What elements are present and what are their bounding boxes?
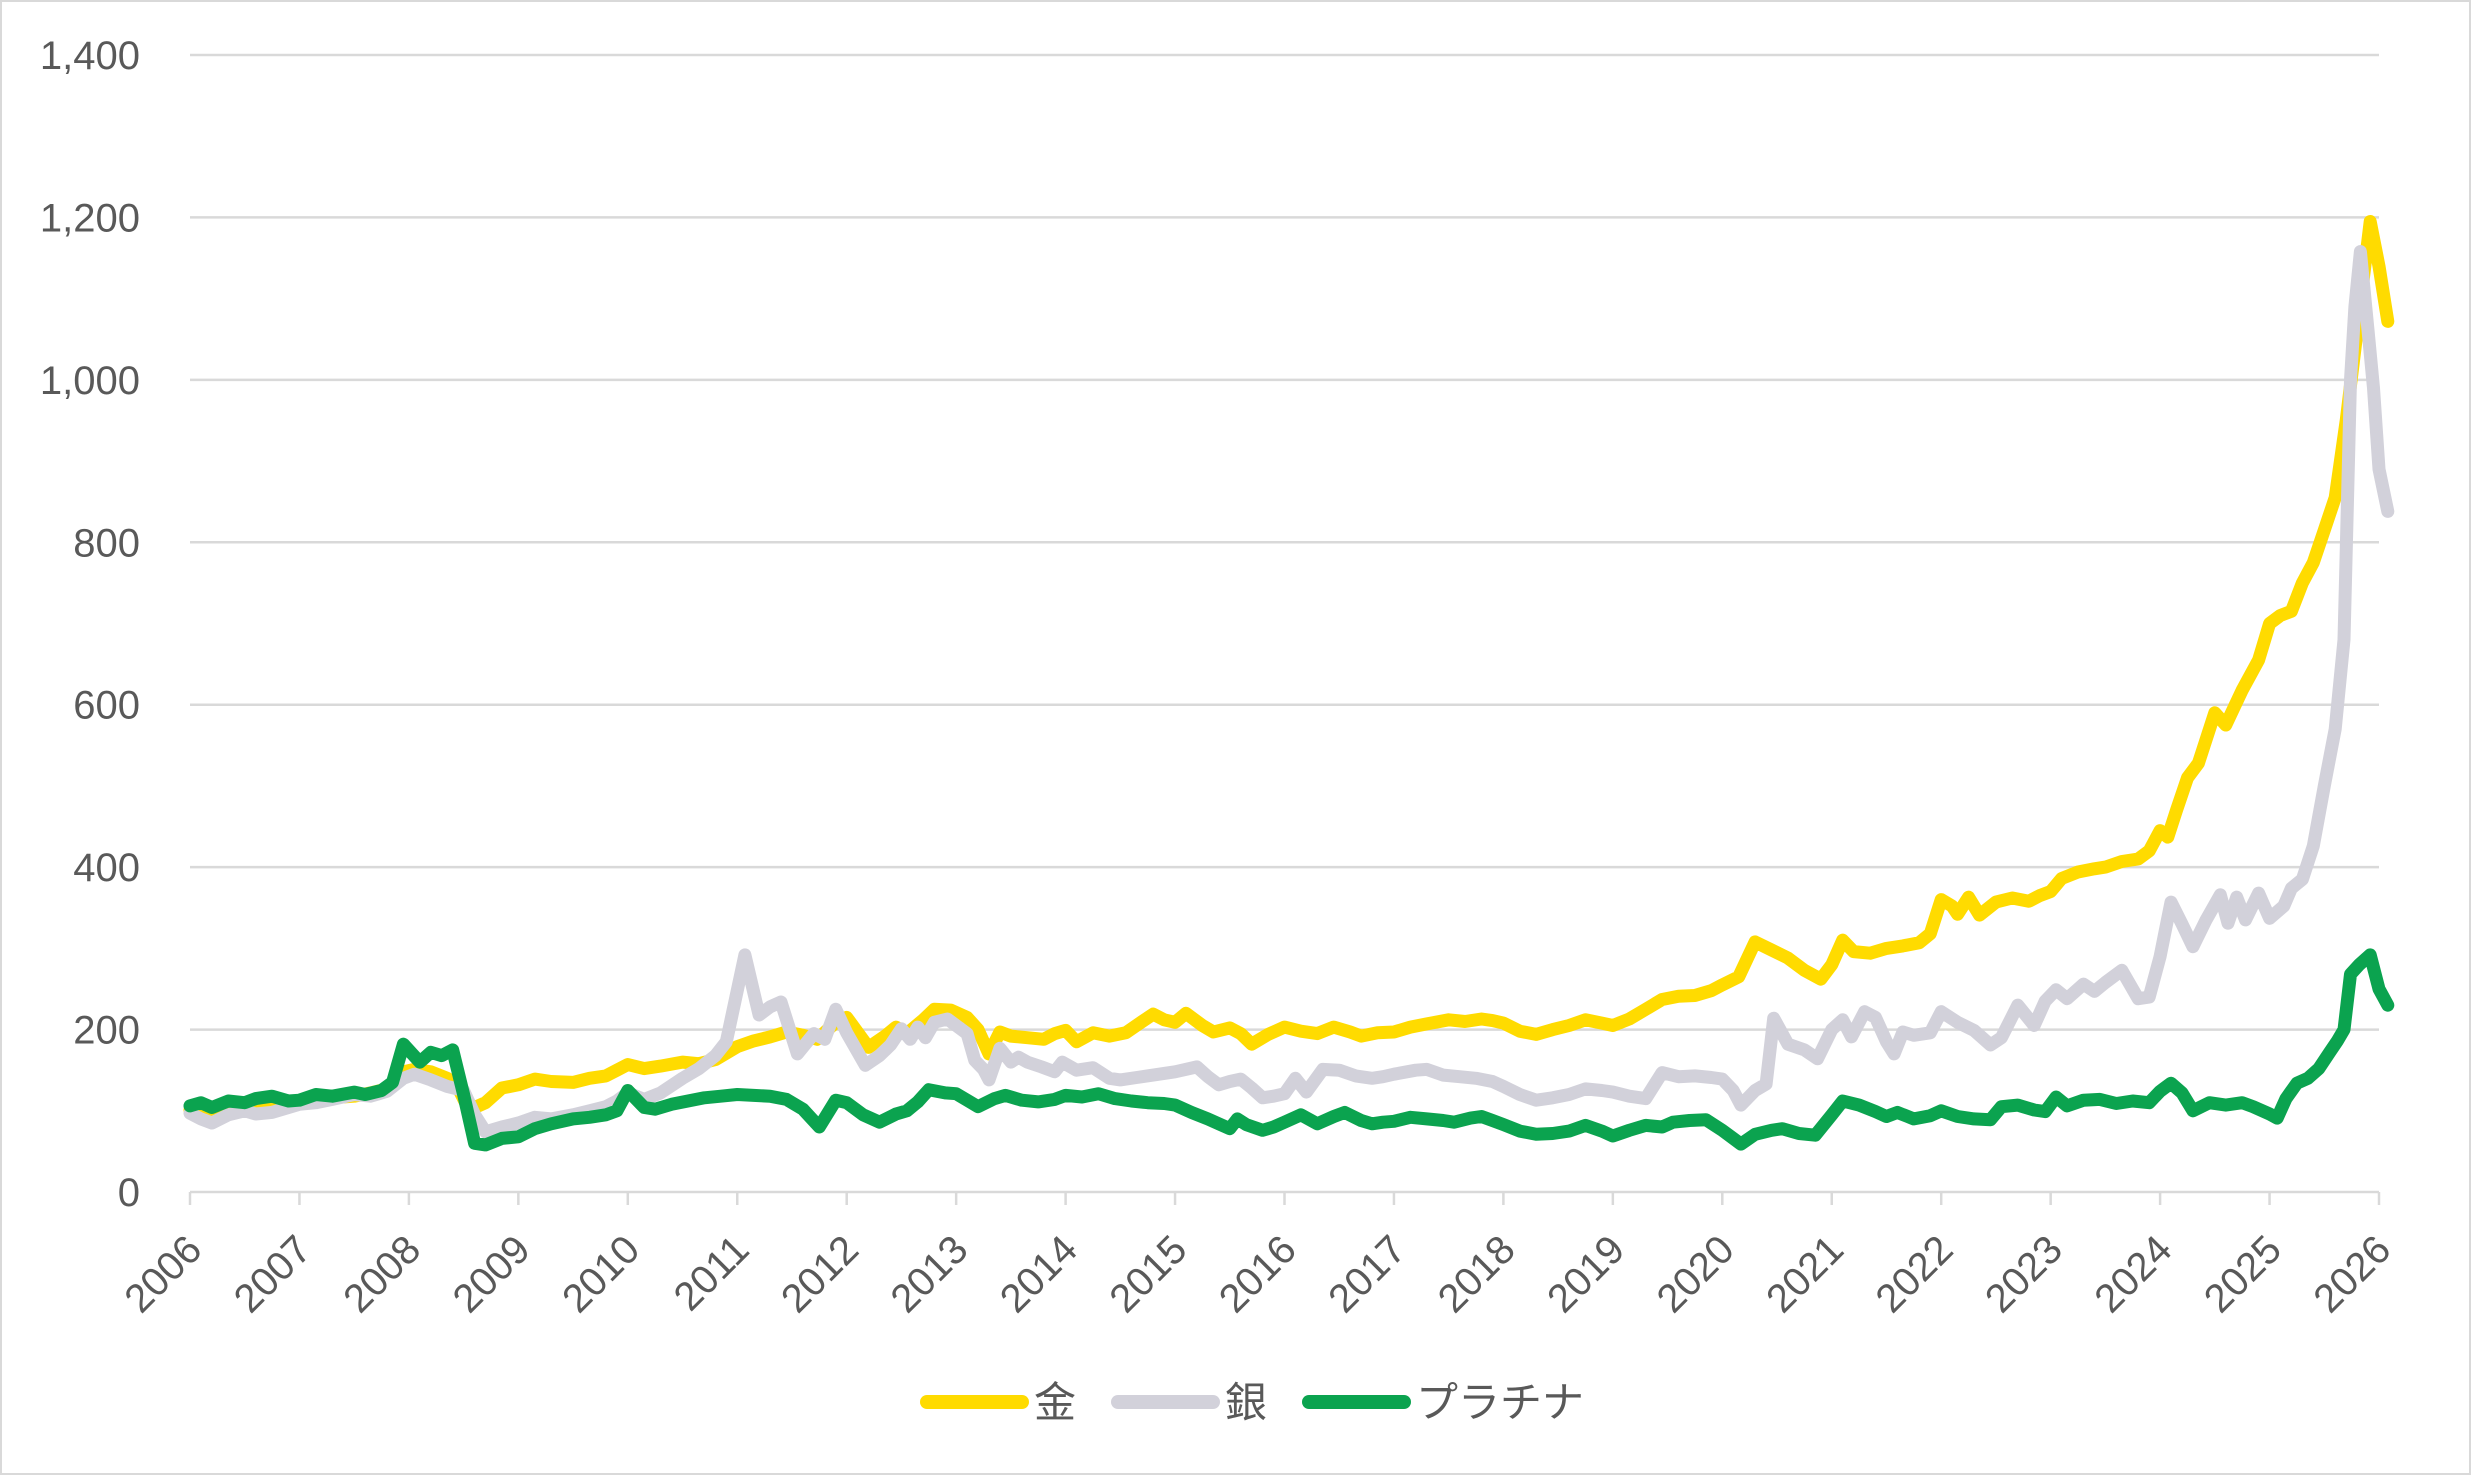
y-axis-label-600: 600 (73, 684, 140, 728)
y-axis-label-1,400: 1,400 (40, 34, 140, 78)
legend-item-金: 金 (920, 1379, 1076, 1426)
x-axis-label-2010: 2010 (554, 1227, 648, 1321)
x-axis-label-2018: 2018 (1430, 1227, 1524, 1321)
x-axis-labels: 2006 2007 2008 2009 2010 2011 2012 2013 2014 2015… (116, 1227, 2399, 1321)
x-axis-label-2011: 2011 (666, 1227, 758, 1319)
y-axis-label-1,000: 1,000 (40, 359, 140, 403)
x-axis-label-2014: 2014 (992, 1227, 1086, 1321)
series-line-1-銀 (183, 245, 2395, 1139)
x-axis-label-2019: 2019 (1539, 1227, 1633, 1321)
legend-item-プラチナ: プラチナ (1302, 1379, 1584, 1426)
x-axis-label-2020: 2020 (1649, 1227, 1743, 1321)
gridlines (190, 53, 2379, 1194)
x-axis-label-2017: 2017 (1320, 1227, 1414, 1321)
legend: 金 銀 プラチナ (920, 1379, 1584, 1426)
y-axis-label-400: 400 (73, 846, 140, 890)
y-axis-labels: 0 200 400 600 800 1,000 1,200 1,400 (40, 34, 140, 1215)
x-axis-label-2016: 2016 (1211, 1227, 1305, 1321)
legend-label-金: 金 (1034, 1379, 1076, 1426)
y-axis-label-800: 800 (73, 521, 140, 565)
data-series (183, 215, 2395, 1152)
legend-label-プラチナ: プラチナ (1416, 1379, 1584, 1426)
x-axis-label-2024: 2024 (2086, 1227, 2180, 1321)
x-axis-label-2026: 2026 (2305, 1227, 2399, 1321)
series-line-0-金 (183, 215, 2395, 1123)
y-axis-label-200: 200 (73, 1009, 140, 1053)
x-axis-label-2007: 2007 (226, 1227, 320, 1321)
x-axis-label-2022: 2022 (1868, 1227, 1962, 1321)
y-axis-label-0: 0 (118, 1171, 140, 1215)
x-axis-label-2012: 2012 (773, 1227, 867, 1321)
x-axis-label-2009: 2009 (445, 1227, 539, 1321)
x-axis-label-2021: 2021 (1758, 1227, 1852, 1321)
series-line-2-プラチナ (183, 948, 2395, 1152)
y-axis-label-1,200: 1,200 (40, 196, 140, 240)
x-axis-label-2013: 2013 (882, 1227, 976, 1321)
x-axis-label-2023: 2023 (1977, 1227, 2071, 1321)
x-axis-label-2006: 2006 (116, 1227, 210, 1321)
x-axis-label-2008: 2008 (335, 1227, 429, 1321)
x-axis (188, 1192, 2381, 1205)
legend-item-銀: 銀 (1111, 1379, 1267, 1426)
x-axis-label-2015: 2015 (1101, 1227, 1195, 1321)
legend-label-銀: 銀 (1225, 1379, 1267, 1426)
x-axis-label-2025: 2025 (2196, 1227, 2290, 1321)
